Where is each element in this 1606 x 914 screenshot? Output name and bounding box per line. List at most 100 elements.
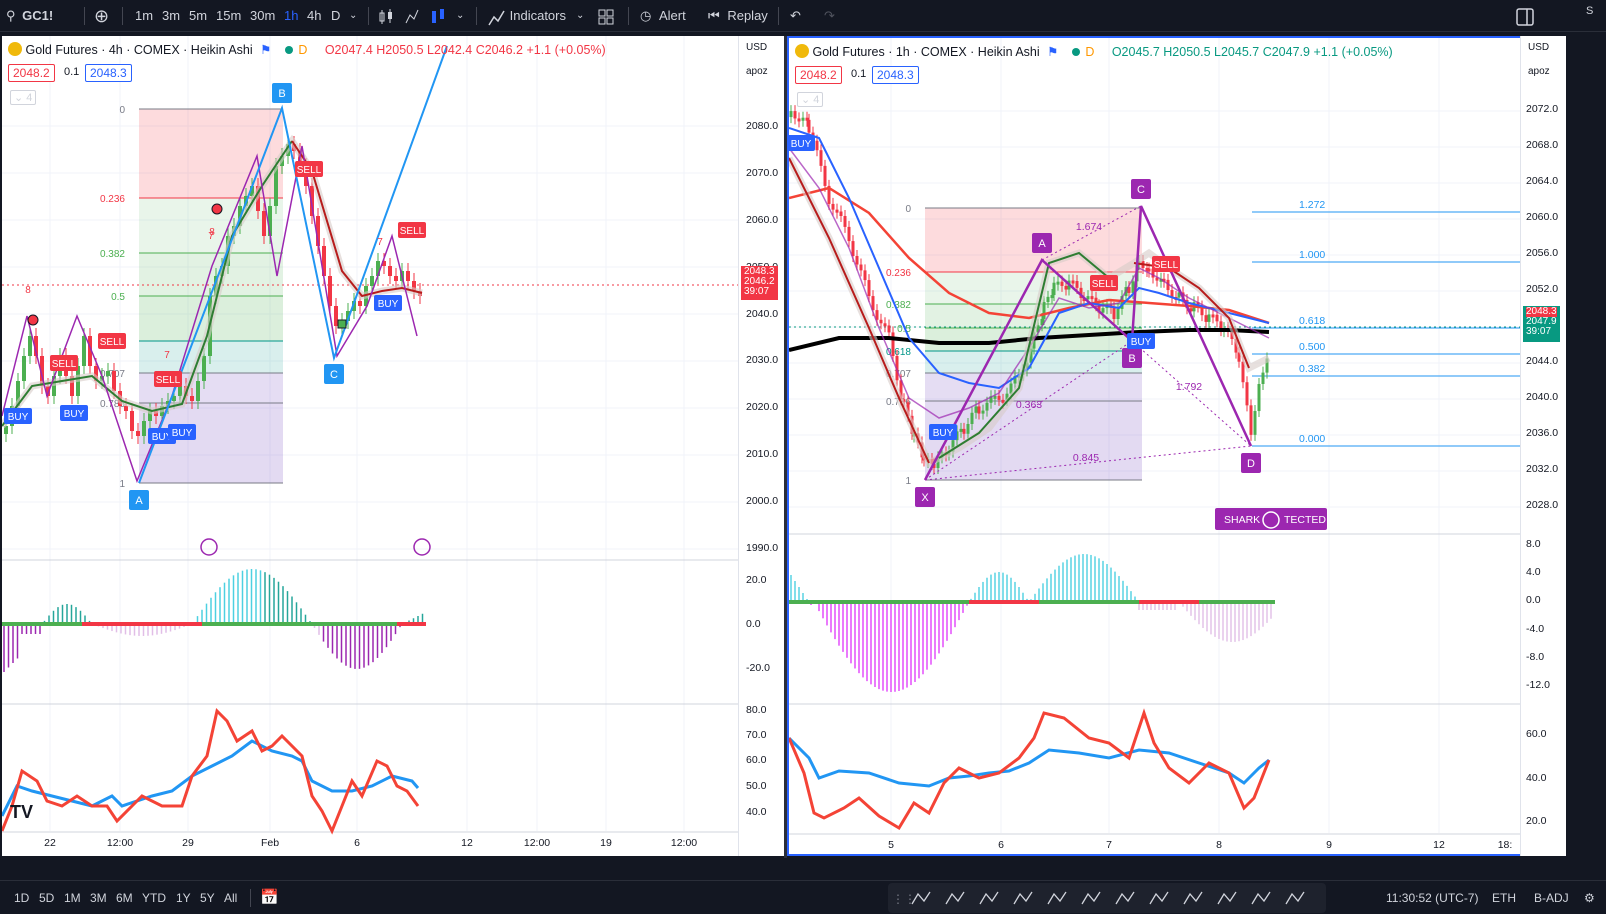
buy-signal [1127, 333, 1155, 349]
layout-icon[interactable] [598, 0, 614, 32]
candle-body [997, 395, 1001, 400]
candle-body [1050, 295, 1054, 299]
price-axis-label: 2036.0 [1526, 427, 1559, 439]
right-chart-pane[interactable]: 00.2360.3820.50.6180.7070.78611.2721.000… [787, 36, 1520, 856]
fib-zone [139, 198, 283, 253]
price-tag-line: 2046.2 [744, 276, 775, 287]
candle-body [823, 165, 827, 186]
candle-body [831, 203, 835, 210]
session-toggle[interactable]: ETH [1492, 891, 1516, 905]
horizontal-ray-icon[interactable] [1013, 891, 1033, 905]
osc-axis-label: -12.0 [1526, 679, 1550, 691]
osc-axis-label: 20.0 [1526, 815, 1547, 827]
interval-15m[interactable]: 15m [216, 8, 242, 23]
fib-extension-icon[interactable] [1251, 891, 1271, 905]
left-change: +1.1 (+0.05%) [526, 43, 606, 57]
candle-body [1189, 308, 1193, 312]
left-indicator-toggle[interactable]: ⌄ 4 [10, 90, 37, 105]
candle-style-icon[interactable] [378, 0, 394, 32]
price-axis-label: 2060.0 [746, 214, 779, 226]
abcd-pattern-icon[interactable] [945, 891, 965, 905]
currency-select[interactable]: USD [746, 42, 768, 53]
panel-icon[interactable] [1516, 0, 1534, 32]
fib-retracement-icon[interactable] [979, 891, 999, 905]
signal-label: BUY [933, 428, 954, 439]
range-5Y[interactable]: 5Y [200, 891, 215, 905]
line-style-icon[interactable] [404, 0, 420, 32]
price-tag-line: 2048.3 [1526, 306, 1557, 317]
right-chart-canvas[interactable]: 00.2360.3820.50.6180.7070.78611.2721.000… [789, 38, 1520, 856]
chevron-down-icon[interactable]: ⌄ [576, 10, 585, 21]
range-3M[interactable]: 3M [90, 891, 107, 905]
interval-5m[interactable]: 5m [189, 8, 208, 23]
interval-1m[interactable]: 1m [135, 8, 154, 23]
date-range-icon[interactable]: 📅 [260, 889, 279, 906]
interval-1h[interactable]: 1h [284, 8, 299, 23]
head-shoulders-icon[interactable] [1149, 891, 1169, 905]
range-1D[interactable]: 1D [14, 891, 30, 905]
interval-4h[interactable]: 4h [307, 8, 322, 23]
alert-button[interactable]: ◷ Alert [640, 0, 686, 32]
signal-label: BUY [64, 409, 85, 420]
drawing-tools-icons[interactable]: ⋮⋮ [888, 883, 1326, 913]
range-5D[interactable]: 5D [39, 891, 55, 905]
scale-select[interactable]: apoz [746, 66, 768, 77]
currency-select[interactable]: USD [1528, 42, 1550, 53]
right-indicator-toggle[interactable]: ⌄ 4 [797, 92, 824, 107]
xabcd-pattern-icon[interactable] [911, 891, 931, 905]
candle-body [1101, 308, 1105, 313]
undo-icon[interactable]: ↶ [790, 8, 801, 23]
more-tools-icon[interactable] [1285, 891, 1305, 905]
left-sell-price[interactable]: 2048.2 [8, 64, 55, 82]
indicators-button[interactable]: Indicators [488, 0, 566, 32]
status-dot-icon [1071, 48, 1080, 56]
range-6M[interactable]: 6M [116, 891, 133, 905]
price-axis-label: 2040.0 [746, 308, 779, 320]
range-1M[interactable]: 1M [64, 891, 81, 905]
count-label: 7 [208, 231, 214, 242]
chevron-down-icon[interactable]: ⌄ [456, 10, 465, 21]
price-tag-line: 2048.3 [744, 266, 775, 277]
candle-body [172, 396, 176, 401]
ma-dark-red-line [789, 157, 930, 464]
ray-icon[interactable] [1115, 891, 1135, 905]
trend-line-icon[interactable] [1047, 891, 1067, 905]
replay-button[interactable]: ⏮ Replay [708, 0, 768, 32]
compare-plus-icon[interactable]: ⊕ [94, 6, 110, 26]
candle-body [797, 118, 801, 122]
pane-divider[interactable] [784, 36, 787, 858]
right-sidebar-strip [1566, 36, 1606, 880]
pattern-point-label: B [1128, 353, 1135, 365]
range-YTD[interactable]: YTD [142, 891, 166, 905]
left-price-axis[interactable]: USDapoz2080.02070.02060.02050.02040.0203… [738, 36, 784, 856]
redo-icon[interactable]: ↷ [824, 8, 835, 23]
left-chart-pane[interactable]: 00.2360.3820.50.6180.7070.7861ABCSELLSEL… [2, 36, 738, 856]
adjustment-toggle[interactable]: B-ADJ [1534, 891, 1569, 905]
right-price-axis[interactable]: USD apoz 2072.0 2068.0 2064.0 2060.0 2056.0 205… [1520, 36, 1566, 856]
signal-label: SELL [297, 165, 322, 176]
heikin-ashi-icon[interactable] [430, 0, 446, 32]
interval-D[interactable]: D [331, 8, 341, 23]
right-sell-price[interactable]: 2048.2 [795, 66, 842, 84]
osc-axis-label: 70.0 [746, 729, 767, 741]
osc-axis-label: 50.0 [746, 780, 767, 792]
pattern-point-label: X [921, 492, 929, 504]
chevron-down-icon[interactable]: ⌄ [349, 10, 358, 21]
signal-label: SELL [1092, 279, 1117, 290]
interval-30m[interactable]: 30m [250, 8, 276, 23]
range-1Y[interactable]: 1Y [176, 891, 191, 905]
left-chart-canvas[interactable]: 00.2360.3820.50.6180.7070.7861ABCSELLSEL… [2, 36, 738, 856]
scale-select[interactable]: apoz [1528, 66, 1550, 77]
short-position-icon[interactable] [1217, 891, 1237, 905]
settings-icon[interactable]: ⚙ [1584, 891, 1595, 905]
bars-pattern-icon[interactable] [1081, 891, 1101, 905]
interval-3m[interactable]: 3m [162, 8, 181, 23]
candle-body [1249, 405, 1253, 435]
right-buy-price[interactable]: 2048.3 [872, 66, 919, 84]
range-All[interactable]: All [224, 891, 238, 905]
signal-label: BUY [172, 428, 193, 439]
symbol-search[interactable]: ⚲ GC1! [6, 0, 53, 32]
long-position-icon[interactable] [1183, 891, 1203, 905]
left-buy-price[interactable]: 2048.3 [85, 64, 132, 82]
sell-signal [154, 371, 182, 387]
